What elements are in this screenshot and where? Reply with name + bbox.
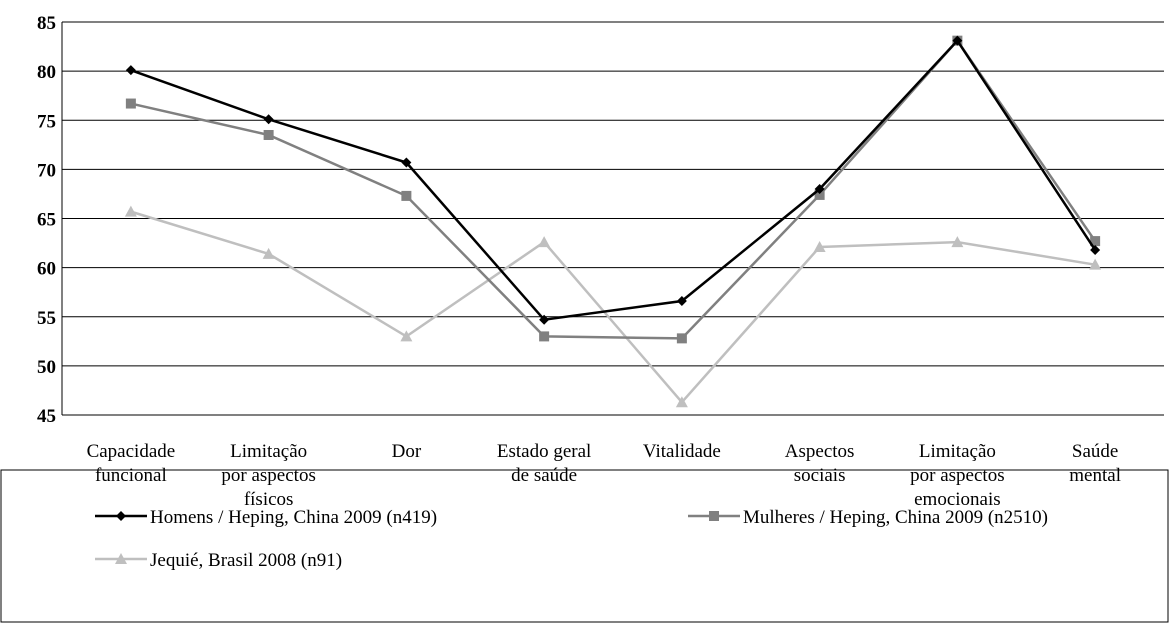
- y-tick-label: 70: [37, 160, 56, 181]
- marker: [400, 330, 413, 342]
- marker: [263, 114, 274, 125]
- marker: [401, 190, 412, 201]
- x-tick-label: Aspectos sociais: [785, 441, 855, 486]
- marker: [676, 296, 687, 307]
- marker: [124, 205, 137, 217]
- x-tick-label: Capacidade funcional: [87, 441, 176, 486]
- x-tick-label: Dor: [392, 441, 422, 462]
- marker: [538, 236, 551, 248]
- y-tick-label: 55: [37, 308, 56, 329]
- series-line: [130, 38, 1097, 340]
- series-line: [130, 38, 1097, 322]
- marker: [1089, 258, 1102, 270]
- y-tick-label: 75: [37, 111, 56, 132]
- series-line: [130, 210, 1096, 405]
- marker: [263, 129, 274, 140]
- legend-label: Mulheres / Heping, China 2009 (n2510): [743, 507, 1048, 528]
- marker: [813, 240, 826, 252]
- marker: [676, 333, 687, 344]
- marker: [262, 247, 275, 259]
- marker: [125, 98, 136, 109]
- y-tick-label: 80: [37, 62, 56, 83]
- y-tick-label: 60: [37, 259, 56, 280]
- marker: [401, 157, 412, 168]
- marker: [952, 35, 963, 46]
- marker: [814, 189, 825, 200]
- x-tick-label: Limitação por aspectos emocionais: [910, 441, 1004, 510]
- marker: [951, 236, 964, 248]
- x-tick-label: Limitação por aspectos físicos: [221, 441, 315, 510]
- marker: [1090, 236, 1101, 247]
- marker: [539, 314, 550, 325]
- marker: [125, 65, 136, 76]
- x-tick-label: Saúde mental: [1069, 441, 1121, 486]
- marker: [539, 331, 550, 342]
- marker: [1090, 244, 1101, 255]
- y-tick-label: 45: [37, 406, 56, 427]
- y-tick-label: 65: [37, 210, 56, 231]
- legend-box: [0, 469, 1169, 623]
- marker: [115, 553, 127, 564]
- x-tick-label: Estado geral de saúde: [497, 441, 591, 486]
- marker: [814, 184, 825, 195]
- y-tick-label: 50: [37, 357, 56, 378]
- marker: [116, 511, 126, 521]
- marker: [709, 511, 719, 521]
- x-tick-label: Vitalidade: [643, 441, 721, 462]
- y-tick-label: 85: [37, 13, 56, 34]
- legend-label: Jequié, Brasil 2008 (n91): [150, 550, 342, 571]
- legend-label: Homens / Heping, China 2009 (n419): [150, 507, 437, 528]
- marker: [675, 396, 688, 408]
